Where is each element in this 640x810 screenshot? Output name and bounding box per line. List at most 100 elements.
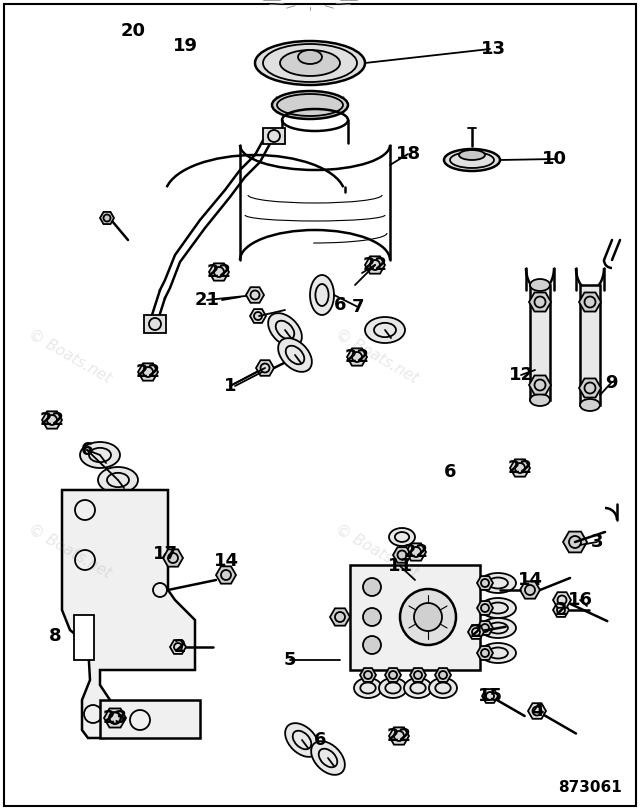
Polygon shape [529,376,551,394]
Polygon shape [435,668,451,682]
Polygon shape [100,212,114,224]
Bar [74,615,94,660]
Text: 4: 4 [531,702,543,720]
Text: © Boats.net: © Boats.net [333,326,421,386]
Polygon shape [250,309,266,323]
Text: © Boats.net: © Boats.net [26,521,114,581]
Polygon shape [520,582,540,599]
Ellipse shape [255,41,365,85]
Ellipse shape [404,678,432,698]
Polygon shape [477,601,493,615]
Ellipse shape [530,394,550,406]
Polygon shape [553,603,569,617]
Polygon shape [579,378,601,398]
Ellipse shape [480,598,516,618]
Text: 2: 2 [173,638,186,656]
Text: 17: 17 [152,545,177,563]
Ellipse shape [459,150,485,160]
Bar [580,285,600,405]
Text: 9: 9 [605,374,617,392]
Bar [144,315,166,333]
Polygon shape [529,292,551,312]
Text: 6: 6 [444,463,456,481]
Text: 11: 11 [387,557,413,575]
Polygon shape [246,288,264,303]
Ellipse shape [354,678,382,698]
Circle shape [400,589,456,645]
Text: © Boats.net: © Boats.net [26,326,114,386]
Polygon shape [170,640,186,654]
Polygon shape [393,548,411,563]
Text: 23: 23 [102,709,127,727]
Text: 7: 7 [352,298,364,316]
Bar [100,700,200,738]
Bar [350,565,480,670]
Ellipse shape [298,50,322,64]
Text: 6: 6 [81,441,93,459]
Ellipse shape [310,275,334,315]
Polygon shape [406,544,426,561]
Ellipse shape [580,399,600,411]
Text: 18: 18 [396,145,420,163]
Ellipse shape [429,678,457,698]
Bar [530,285,550,400]
Ellipse shape [365,317,405,343]
Polygon shape [138,364,158,381]
Text: 10: 10 [541,150,566,168]
Text: 13: 13 [481,40,506,58]
Text: 16: 16 [568,591,593,609]
Ellipse shape [480,643,516,663]
Ellipse shape [80,442,120,468]
Ellipse shape [480,618,516,638]
Text: 873061: 873061 [558,781,622,795]
Text: 3: 3 [591,533,604,551]
Ellipse shape [311,741,345,775]
Ellipse shape [444,149,500,171]
Polygon shape [468,625,484,639]
Ellipse shape [285,723,319,757]
Circle shape [363,608,381,626]
Polygon shape [163,549,183,567]
Polygon shape [528,703,546,718]
Text: 22: 22 [387,727,412,745]
Polygon shape [285,351,301,365]
Text: 19: 19 [173,37,198,55]
Polygon shape [42,411,62,428]
Circle shape [414,603,442,631]
Polygon shape [553,592,571,608]
Polygon shape [389,727,409,744]
Text: 22: 22 [508,459,532,477]
Polygon shape [209,263,229,280]
Ellipse shape [278,338,312,372]
Text: 14: 14 [518,571,543,589]
Polygon shape [330,608,350,625]
Ellipse shape [480,573,516,593]
Polygon shape [347,348,367,365]
Text: 1: 1 [224,377,236,395]
Text: 20: 20 [120,22,145,40]
Text: 2: 2 [470,623,483,641]
Text: 22: 22 [403,543,429,561]
Text: 5: 5 [284,651,296,669]
Text: 12: 12 [509,366,534,384]
Text: 22: 22 [207,263,232,281]
Text: 15: 15 [477,687,502,705]
Ellipse shape [389,528,415,546]
Ellipse shape [98,467,138,493]
Text: 8: 8 [49,627,61,645]
Polygon shape [410,668,426,682]
Polygon shape [216,566,236,584]
Text: 14: 14 [214,552,239,570]
Polygon shape [482,689,498,703]
Bar [263,128,285,144]
Polygon shape [477,621,493,635]
Polygon shape [477,646,493,660]
Ellipse shape [268,313,302,347]
Polygon shape [579,292,601,312]
Polygon shape [256,360,274,376]
Text: 6: 6 [333,296,346,314]
Text: 22: 22 [344,348,369,366]
Text: 2: 2 [555,601,567,619]
Text: 22: 22 [136,363,161,381]
Circle shape [363,578,381,596]
